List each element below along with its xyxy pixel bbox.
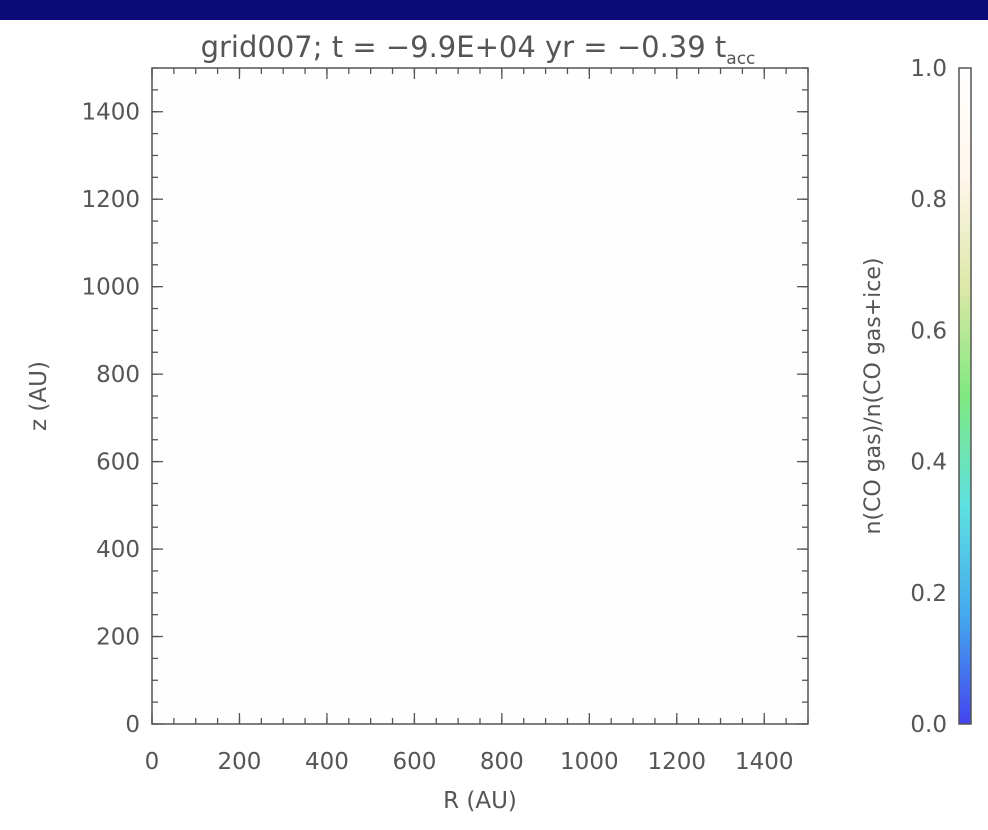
y-tick-label: 400: [96, 537, 140, 563]
y-tick-label: 1000: [81, 275, 140, 301]
x-axis-tick-labels: 0 200 400 600 800 1000 1200 1400: [145, 749, 794, 775]
x-tick-label: 600: [392, 749, 436, 775]
chart-title-main: grid007; t = −9.9E+04 yr = −0.39 t: [201, 30, 727, 64]
x-tick-label: 1000: [560, 749, 619, 775]
chart-title: grid007; t = −9.9E+04 yr = −0.39 tacc: [201, 30, 756, 69]
top-color-bar: [0, 0, 988, 20]
y-tick-label: 1200: [81, 187, 140, 213]
colorbar-tick-label: 0.4: [910, 450, 947, 476]
colorbar: [958, 67, 972, 725]
plot-area: [151, 67, 809, 725]
colorbar-tick-label: 0.8: [910, 187, 947, 213]
y-axis-ticks: [152, 67, 808, 725]
y-axis-tick-labels: 0 200 400 600 800 1000 1200 1400: [81, 100, 140, 738]
y-tick-label: 200: [96, 625, 140, 651]
y-tick-label: 800: [96, 362, 140, 388]
colorbar-tick-labels: 0.0 0.2 0.4 0.6 0.8 1.0: [910, 56, 947, 738]
colorbar-tick-label: 0.2: [910, 581, 947, 607]
x-tick-label: 200: [218, 749, 262, 775]
colorbar-tick-label: 1.0: [910, 56, 947, 82]
x-axis-ticks: [151, 68, 809, 724]
y-axis-label: z (AU): [26, 361, 52, 431]
y-tick-label: 0: [125, 712, 140, 738]
y-tick-label: 600: [96, 450, 140, 476]
x-tick-label: 1200: [648, 749, 707, 775]
y-tick-label: 1400: [81, 100, 140, 126]
colorbar-tick-label: 0.0: [910, 712, 947, 738]
colorbar-tick-label: 0.6: [910, 318, 947, 344]
x-tick-label: 400: [305, 749, 349, 775]
x-axis-label: R (AU): [443, 788, 517, 814]
x-tick-label: 0: [145, 749, 160, 775]
chart-title-subscript: acc: [726, 49, 755, 69]
colorbar-label: n(CO gas)/n(CO gas+ice): [861, 258, 886, 535]
x-tick-label: 1400: [735, 749, 794, 775]
x-tick-label: 800: [480, 749, 524, 775]
